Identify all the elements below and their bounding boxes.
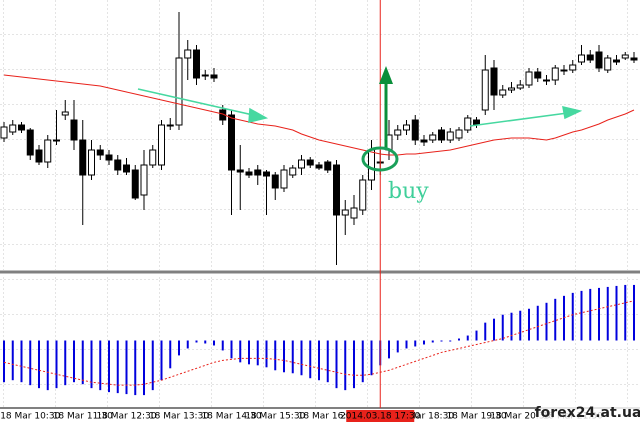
candle-body — [298, 159, 305, 169]
moving-average — [3, 74, 635, 156]
candle-body — [149, 149, 157, 166]
candle-body — [158, 124, 165, 166]
candle-body — [236, 169, 244, 173]
candle-body — [70, 119, 78, 141]
candle-body — [96, 149, 104, 156]
candle-body — [569, 64, 577, 71]
x-tick-label: 18 Mar 20:30 — [490, 412, 550, 422]
candle-body — [578, 54, 585, 63]
candle-body — [18, 124, 25, 131]
x-tick-label: 18 Mar 14:30 — [201, 412, 261, 422]
candle-body — [420, 139, 428, 143]
candle-body — [123, 164, 130, 173]
candle-body — [630, 57, 638, 61]
candle-body — [490, 67, 498, 96]
candle-body — [613, 59, 620, 63]
crosshair-label-box — [346, 410, 415, 422]
candle-body — [88, 149, 95, 176]
candle-body — [306, 159, 314, 166]
candle-body — [44, 139, 52, 163]
x-tick-label: 18 Mar 11:30 — [53, 412, 113, 422]
candle-body — [481, 69, 489, 111]
candle-body — [166, 124, 174, 127]
price-grid — [0, 0, 640, 270]
candle-body — [446, 131, 454, 141]
candle-body — [368, 149, 375, 181]
x-tick-label: 18 Mar 15:30 — [245, 412, 305, 422]
candle-body — [621, 54, 629, 59]
candle-body — [245, 171, 253, 176]
watermark-box — [536, 402, 640, 422]
candle-body — [455, 129, 463, 139]
candle-body — [438, 129, 445, 141]
trend-arrows — [137, 88, 583, 127]
candle-body — [333, 164, 340, 216]
crosshair-label: 2014.03.18 17:30 — [340, 412, 421, 422]
watermark: forex24.at.ua — [535, 405, 640, 421]
candle-body — [429, 134, 437, 141]
candle-body — [403, 124, 410, 131]
candle-body — [350, 207, 358, 219]
x-tick-label: 18 Mar 10:30 — [0, 412, 60, 422]
candle-body — [254, 169, 262, 176]
candle-body — [105, 154, 113, 161]
candle-body — [560, 69, 568, 72]
annotation: buy — [388, 179, 429, 204]
candle-body — [0, 126, 8, 139]
x-tick-label: 18 Mar 13:30 — [149, 412, 209, 422]
candle-body — [201, 74, 209, 77]
candle-body — [61, 111, 69, 116]
x-tick-label: 18 Mar 12:30 — [96, 412, 156, 422]
candle-body — [499, 89, 507, 96]
candle-body — [525, 71, 533, 86]
candle-body — [271, 174, 279, 189]
candle-body — [534, 71, 542, 79]
candle-body — [53, 139, 60, 142]
candle-body — [26, 129, 34, 156]
candle-body — [35, 149, 43, 163]
candle-body — [210, 74, 218, 79]
candle-body — [516, 84, 524, 89]
x-tick-label: 18 Mar 19:30 — [446, 412, 506, 422]
candle-body — [140, 164, 148, 196]
candle-body — [508, 87, 515, 91]
candle-body — [193, 49, 200, 79]
candle-body — [586, 54, 594, 61]
candle-body — [9, 124, 17, 133]
candle-body — [175, 57, 183, 126]
buy-arrow — [361, 66, 399, 172]
candle-body — [289, 167, 297, 176]
candle-body — [114, 159, 122, 171]
candle-body — [551, 67, 559, 81]
candle-body — [595, 51, 603, 69]
candle-body — [263, 171, 270, 177]
candle-body — [543, 79, 550, 82]
candle-body — [464, 117, 472, 131]
candle-body — [131, 169, 139, 199]
candle-body — [341, 209, 349, 216]
candle-body — [79, 139, 87, 176]
candle-body — [315, 164, 323, 169]
x-tick-label: 18 Mar 18:30 — [394, 412, 454, 422]
candle-body — [604, 57, 612, 71]
candle-body — [324, 161, 332, 171]
candle-body — [359, 179, 367, 211]
candle-body — [228, 114, 235, 171]
x-tick-label: 18 Mar 16:30 — [298, 412, 358, 422]
candle-body — [411, 119, 419, 141]
candle-body — [394, 129, 402, 136]
candle-body — [280, 169, 288, 189]
candle-body — [184, 49, 192, 59]
